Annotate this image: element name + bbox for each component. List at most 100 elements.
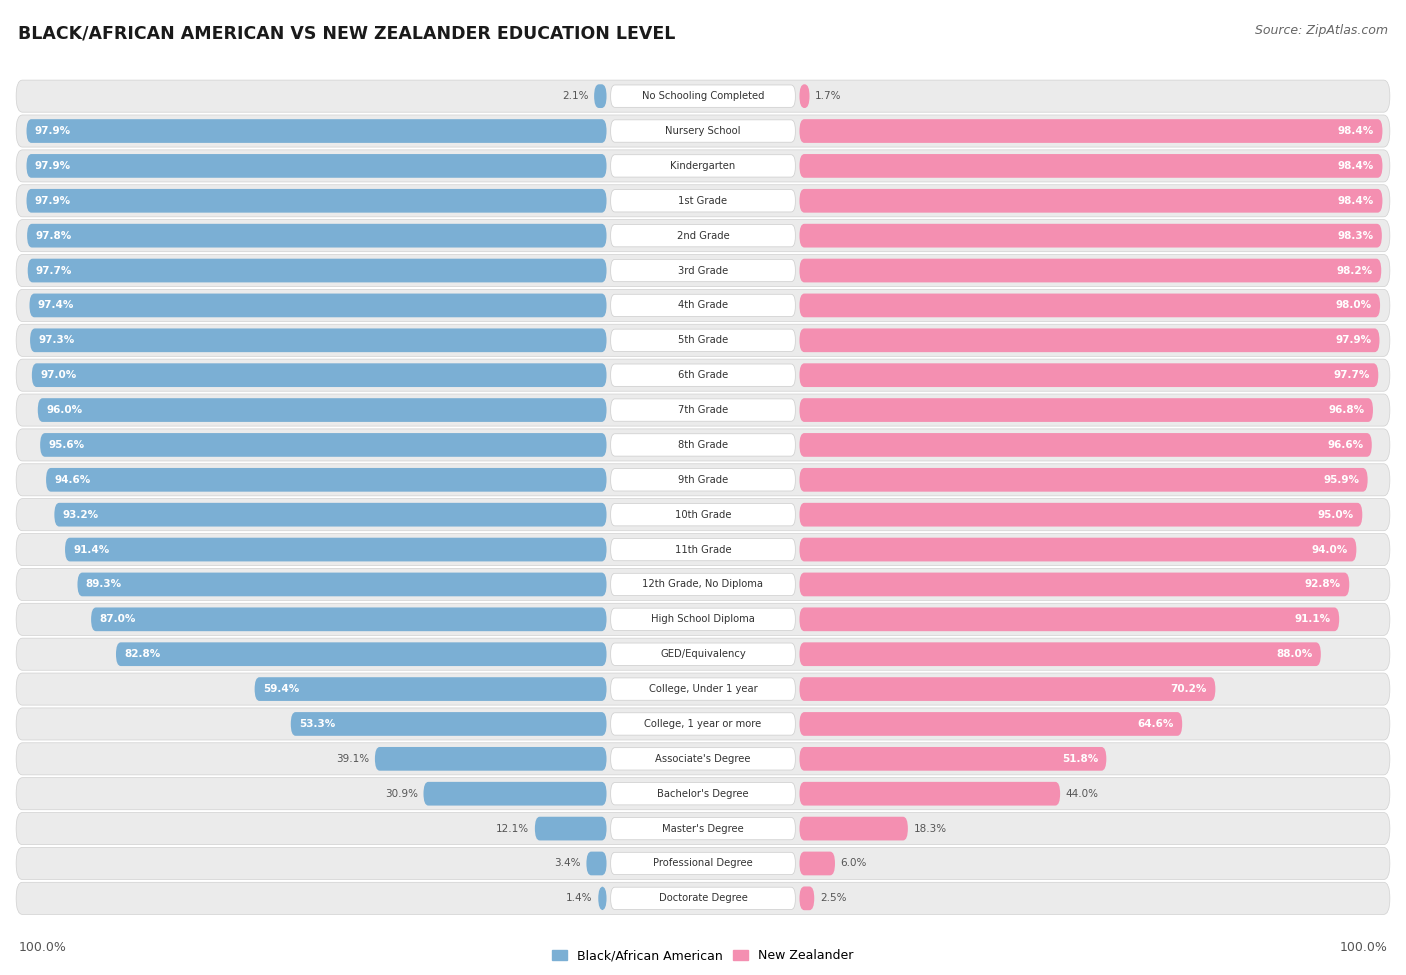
FancyBboxPatch shape bbox=[610, 783, 796, 805]
FancyBboxPatch shape bbox=[15, 359, 1391, 391]
Text: 96.6%: 96.6% bbox=[1327, 440, 1364, 449]
Text: 39.1%: 39.1% bbox=[336, 754, 370, 763]
FancyBboxPatch shape bbox=[610, 503, 796, 526]
FancyBboxPatch shape bbox=[534, 817, 606, 840]
FancyBboxPatch shape bbox=[800, 468, 1368, 491]
FancyBboxPatch shape bbox=[599, 886, 606, 911]
FancyBboxPatch shape bbox=[28, 258, 606, 283]
Text: 89.3%: 89.3% bbox=[86, 579, 122, 590]
Text: 9th Grade: 9th Grade bbox=[678, 475, 728, 485]
FancyBboxPatch shape bbox=[800, 678, 1215, 701]
Text: 10th Grade: 10th Grade bbox=[675, 510, 731, 520]
FancyBboxPatch shape bbox=[291, 712, 606, 736]
Text: 88.0%: 88.0% bbox=[1277, 649, 1313, 659]
FancyBboxPatch shape bbox=[800, 329, 1379, 352]
FancyBboxPatch shape bbox=[610, 189, 796, 212]
Text: 94.6%: 94.6% bbox=[55, 475, 90, 485]
Text: 97.9%: 97.9% bbox=[1336, 335, 1371, 345]
Text: 8th Grade: 8th Grade bbox=[678, 440, 728, 449]
FancyBboxPatch shape bbox=[610, 259, 796, 282]
FancyBboxPatch shape bbox=[800, 851, 835, 876]
Text: Kindergarten: Kindergarten bbox=[671, 161, 735, 171]
FancyBboxPatch shape bbox=[27, 154, 606, 177]
FancyBboxPatch shape bbox=[610, 399, 796, 421]
FancyBboxPatch shape bbox=[77, 572, 606, 597]
Text: 6th Grade: 6th Grade bbox=[678, 370, 728, 380]
FancyBboxPatch shape bbox=[15, 604, 1391, 636]
FancyBboxPatch shape bbox=[15, 150, 1391, 182]
FancyBboxPatch shape bbox=[15, 429, 1391, 461]
Text: High School Diploma: High School Diploma bbox=[651, 614, 755, 624]
FancyBboxPatch shape bbox=[586, 851, 606, 876]
Text: 95.6%: 95.6% bbox=[48, 440, 84, 449]
FancyBboxPatch shape bbox=[610, 573, 796, 596]
Text: 98.0%: 98.0% bbox=[1336, 300, 1372, 310]
Text: 97.4%: 97.4% bbox=[38, 300, 75, 310]
Text: 97.7%: 97.7% bbox=[1334, 370, 1369, 380]
Text: 44.0%: 44.0% bbox=[1066, 789, 1098, 799]
FancyBboxPatch shape bbox=[800, 189, 1382, 213]
FancyBboxPatch shape bbox=[15, 812, 1391, 844]
Text: BLACK/AFRICAN AMERICAN VS NEW ZEALANDER EDUCATION LEVEL: BLACK/AFRICAN AMERICAN VS NEW ZEALANDER … bbox=[18, 24, 676, 42]
FancyBboxPatch shape bbox=[15, 778, 1391, 810]
Text: 1.7%: 1.7% bbox=[815, 91, 842, 101]
FancyBboxPatch shape bbox=[27, 224, 606, 248]
Text: 96.8%: 96.8% bbox=[1329, 405, 1365, 415]
FancyBboxPatch shape bbox=[15, 290, 1391, 322]
Text: College, Under 1 year: College, Under 1 year bbox=[648, 684, 758, 694]
FancyBboxPatch shape bbox=[610, 294, 796, 317]
Text: 2.5%: 2.5% bbox=[820, 893, 846, 904]
FancyBboxPatch shape bbox=[610, 817, 796, 839]
Text: 12.1%: 12.1% bbox=[496, 824, 529, 834]
Text: Doctorate Degree: Doctorate Degree bbox=[658, 893, 748, 904]
Text: 97.9%: 97.9% bbox=[35, 161, 70, 171]
FancyBboxPatch shape bbox=[610, 538, 796, 561]
FancyBboxPatch shape bbox=[800, 154, 1382, 177]
FancyBboxPatch shape bbox=[610, 434, 796, 456]
Text: 18.3%: 18.3% bbox=[914, 824, 946, 834]
FancyBboxPatch shape bbox=[610, 608, 796, 631]
Text: 96.0%: 96.0% bbox=[46, 405, 82, 415]
FancyBboxPatch shape bbox=[15, 219, 1391, 252]
FancyBboxPatch shape bbox=[15, 394, 1391, 426]
FancyBboxPatch shape bbox=[610, 155, 796, 177]
FancyBboxPatch shape bbox=[15, 184, 1391, 216]
FancyBboxPatch shape bbox=[610, 887, 796, 910]
Text: 30.9%: 30.9% bbox=[385, 789, 418, 799]
Text: 12th Grade, No Diploma: 12th Grade, No Diploma bbox=[643, 579, 763, 590]
Text: 4th Grade: 4th Grade bbox=[678, 300, 728, 310]
FancyBboxPatch shape bbox=[15, 743, 1391, 775]
FancyBboxPatch shape bbox=[800, 503, 1362, 526]
FancyBboxPatch shape bbox=[800, 886, 814, 911]
FancyBboxPatch shape bbox=[800, 643, 1320, 666]
Text: 98.4%: 98.4% bbox=[1339, 196, 1374, 206]
FancyBboxPatch shape bbox=[800, 224, 1382, 248]
Text: 97.3%: 97.3% bbox=[38, 335, 75, 345]
FancyBboxPatch shape bbox=[800, 258, 1381, 283]
Legend: Black/African American, New Zealander: Black/African American, New Zealander bbox=[547, 944, 859, 967]
FancyBboxPatch shape bbox=[65, 537, 606, 562]
Text: 100.0%: 100.0% bbox=[1340, 941, 1388, 954]
Text: 98.4%: 98.4% bbox=[1339, 161, 1374, 171]
Text: 11th Grade: 11th Grade bbox=[675, 545, 731, 555]
Text: Bachelor's Degree: Bachelor's Degree bbox=[657, 789, 749, 799]
FancyBboxPatch shape bbox=[15, 708, 1391, 740]
Text: 6.0%: 6.0% bbox=[841, 858, 868, 869]
FancyBboxPatch shape bbox=[610, 644, 796, 665]
FancyBboxPatch shape bbox=[800, 712, 1182, 736]
FancyBboxPatch shape bbox=[610, 364, 796, 386]
FancyBboxPatch shape bbox=[610, 678, 796, 700]
FancyBboxPatch shape bbox=[610, 330, 796, 351]
Text: Professional Degree: Professional Degree bbox=[654, 858, 752, 869]
FancyBboxPatch shape bbox=[15, 533, 1391, 566]
Text: 97.9%: 97.9% bbox=[35, 196, 70, 206]
FancyBboxPatch shape bbox=[15, 673, 1391, 705]
Text: College, 1 year or more: College, 1 year or more bbox=[644, 719, 762, 729]
Text: 82.8%: 82.8% bbox=[124, 649, 160, 659]
Text: 97.7%: 97.7% bbox=[37, 265, 72, 276]
FancyBboxPatch shape bbox=[15, 847, 1391, 879]
Text: 5th Grade: 5th Grade bbox=[678, 335, 728, 345]
Text: 95.0%: 95.0% bbox=[1317, 510, 1354, 520]
Text: 7th Grade: 7th Grade bbox=[678, 405, 728, 415]
Text: 3rd Grade: 3rd Grade bbox=[678, 265, 728, 276]
